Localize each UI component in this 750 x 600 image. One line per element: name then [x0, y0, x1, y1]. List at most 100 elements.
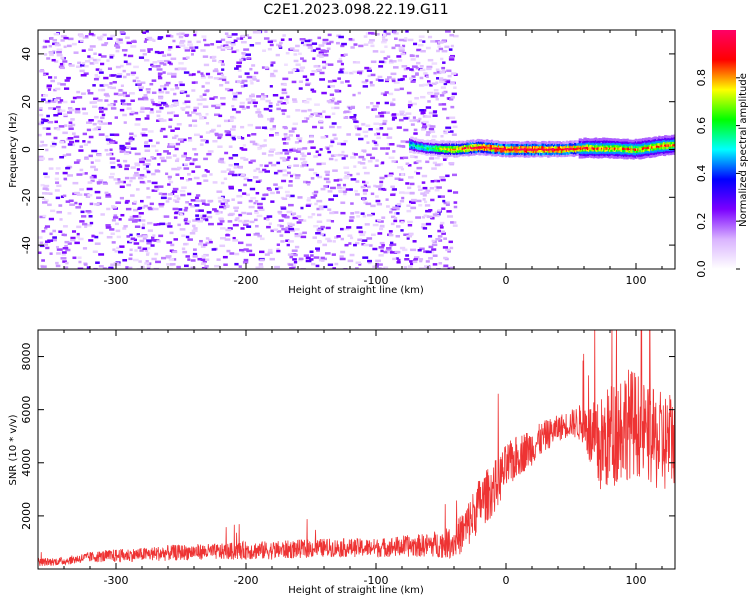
heatmap-cell: [140, 132, 146, 136]
heatmap-cell: [445, 154, 448, 158]
heatmap-cell: [276, 191, 280, 194]
heatmap-cell: [561, 141, 564, 145]
heatmap-cell: [319, 78, 326, 81]
heatmap-cell: [431, 167, 437, 170]
heatmap-cell: [646, 154, 649, 158]
heatmap-cell: [619, 153, 622, 156]
heatmap-cell: [262, 144, 267, 147]
heatmap-cell: [626, 156, 629, 160]
heatmap-cell: [266, 215, 273, 218]
heatmap-cell: [604, 145, 607, 148]
heatmap-cell: [423, 214, 428, 218]
heatmap-cell: [354, 126, 359, 130]
heatmap-cell: [225, 233, 229, 237]
heatmap-cell: [114, 222, 119, 226]
heatmap-cell: [94, 73, 98, 77]
heatmap-cell: [303, 219, 307, 222]
heatmap-cell: [399, 191, 405, 194]
heatmap-cell: [668, 135, 671, 139]
heatmap-cell: [443, 131, 448, 135]
heatmap-cell: [325, 226, 331, 230]
heatmap-cell: [48, 157, 54, 161]
heatmap-cell: [170, 263, 176, 266]
heatmap-cell: [142, 175, 147, 178]
heatmap-cell: [102, 182, 109, 185]
heatmap-cell: [646, 148, 649, 151]
heatmap-cell: [117, 72, 123, 76]
heatmap-cell: [219, 157, 225, 161]
heatmap-cell: [538, 152, 542, 156]
heatmap-cell: [643, 156, 646, 159]
heatmap-cell: [130, 45, 137, 48]
heatmap-cell: [579, 143, 583, 146]
heatmap-cell: [581, 155, 584, 159]
heatmap-cell: [453, 147, 456, 151]
heatmap-cell: [495, 140, 498, 143]
heatmap-cell: [259, 144, 265, 148]
heatmap-cell: [643, 153, 646, 157]
heatmap-cell: [287, 253, 294, 256]
heatmap-cell: [466, 144, 469, 148]
heatmap-cell: [562, 150, 565, 153]
heatmap-cell: [552, 148, 556, 152]
heatmap-cell: [609, 153, 612, 157]
heatmap-cell: [188, 124, 193, 127]
heatmap-cell: [113, 141, 118, 144]
heatmap-cell: [618, 147, 621, 151]
heatmap-cell: [171, 111, 175, 114]
heatmap-cell: [104, 191, 109, 195]
heatmap-cell: [593, 150, 597, 154]
heatmap-cell: [166, 145, 171, 149]
heatmap-cell: [264, 30, 268, 33]
heatmap-cell: [294, 245, 300, 249]
heatmap-cell: [526, 152, 529, 155]
heatmap-cell: [362, 192, 367, 195]
heatmap-cell: [588, 151, 591, 155]
heatmap-cell: [611, 142, 614, 146]
heatmap-cell: [80, 74, 87, 77]
heatmap-cell: [454, 146, 457, 149]
heatmap-cell: [396, 203, 402, 206]
heatmap-cell: [584, 144, 587, 147]
heatmap-cell: [402, 248, 408, 252]
heatmap-cell: [432, 150, 435, 154]
heatmap-cell: [631, 143, 634, 146]
heatmap-cell: [334, 153, 339, 157]
heatmap-cell: [175, 211, 179, 214]
heatmap-cell: [500, 145, 503, 148]
heatmap-cell: [600, 138, 604, 141]
heatmap-cell: [549, 142, 552, 145]
heatmap-cell: [387, 174, 393, 177]
heatmap-cell: [372, 108, 377, 111]
heatmap-cell: [318, 44, 325, 47]
heatmap-cell: [59, 218, 63, 221]
heatmap-cell: [589, 151, 592, 154]
heatmap-cell: [427, 147, 430, 151]
heatmap-cell: [295, 134, 300, 137]
heatmap-cell: [605, 142, 608, 146]
heatmap-cell: [442, 61, 446, 64]
heatmap-cell: [650, 147, 653, 151]
colorbar-tick-label: 0.0: [695, 260, 708, 278]
heatmap-cell: [409, 147, 412, 151]
heatmap-cell: [600, 139, 604, 143]
heatmap-cell: [122, 91, 127, 95]
heatmap-cell: [304, 39, 311, 43]
heatmap-cell: [516, 152, 519, 155]
heatmap-cell: [217, 135, 223, 138]
heatmap-cell: [483, 151, 487, 155]
heatmap-cell: [100, 62, 105, 66]
heatmap-cell: [285, 158, 290, 162]
heatmap-cell: [224, 45, 230, 49]
heatmap-cell: [610, 143, 613, 146]
heatmap-cell: [561, 154, 564, 158]
heatmap-cell: [534, 143, 537, 147]
heatmap-cell: [555, 143, 558, 147]
heatmap-cell: [134, 249, 138, 252]
heatmap-cell: [212, 181, 218, 184]
heatmap-cell: [626, 147, 629, 151]
heatmap-cell: [289, 229, 296, 232]
heatmap-cell: [468, 146, 471, 150]
heatmap-cell: [665, 135, 668, 138]
heatmap-cell: [151, 91, 157, 95]
